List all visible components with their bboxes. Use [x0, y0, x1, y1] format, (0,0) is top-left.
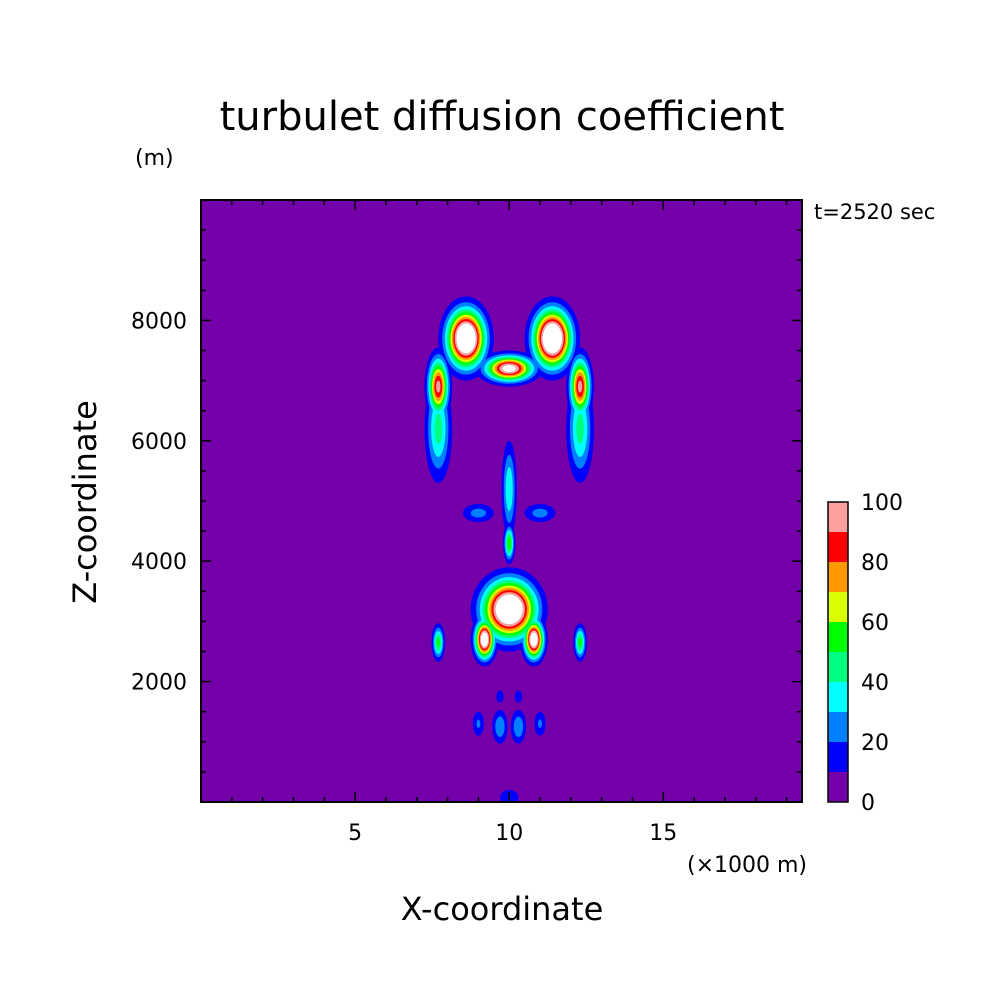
colorbar-swatch: [828, 532, 848, 562]
contour-band-90: [436, 380, 441, 393]
contour-band-20: [513, 716, 524, 737]
colorbar-tick-label: 0: [861, 791, 875, 816]
colorbar-swatch: [828, 622, 848, 652]
x-tick-label: 10: [495, 821, 523, 846]
contour-band-20: [495, 716, 505, 737]
colorbar-frame: [827, 501, 849, 803]
contour-band-90: [577, 380, 583, 393]
colorbar-swatch: [828, 712, 848, 742]
colorbar-swatch: [828, 682, 848, 712]
y-tick-label: 8000: [131, 309, 187, 334]
contour-band-10: [496, 690, 504, 703]
colorbar-swatch: [828, 562, 848, 592]
colorbar-tick-label: 20: [861, 731, 889, 756]
y-axis-label: Z-coordinate: [66, 400, 104, 604]
colorbar-swatch: [828, 502, 848, 532]
y-unit-label: (m): [135, 146, 174, 171]
colorbar-swatch: [828, 742, 848, 772]
x-tick-label: 15: [649, 821, 677, 846]
contour-band-40: [576, 413, 584, 444]
contour-band-20: [470, 508, 486, 518]
contour-band-50: [436, 637, 440, 648]
colorbar-swatch: [828, 592, 848, 622]
contour-band-20: [476, 719, 481, 728]
contour-field: [424, 296, 594, 802]
contour-band-20: [538, 719, 542, 728]
time-label: t=2520 sec: [814, 200, 935, 224]
x-tick-label: 5: [348, 821, 362, 846]
contour-band-50: [507, 536, 512, 550]
contour-band-100: [530, 632, 538, 647]
colorbar-tick-label: 80: [861, 551, 889, 576]
contour-band-100: [542, 323, 563, 354]
contour-band-100: [495, 594, 523, 625]
contour-band-10: [514, 690, 523, 703]
contour-band-100: [502, 364, 516, 373]
x-axis-label: X-coordinate: [401, 890, 604, 928]
y-tick-label: 2000: [131, 671, 187, 696]
chart-title: turbulet diffusion coefficient: [220, 94, 785, 140]
contour-band-100: [456, 323, 476, 354]
colorbar: 0 20 40 60 80 100: [827, 491, 903, 816]
contour-band-20: [532, 508, 548, 518]
y-tick-labels: 2000 4000 6000 8000: [131, 309, 187, 695]
colorbar-tick-label: 100: [861, 491, 903, 516]
colorbar-tick-label: 60: [861, 611, 889, 636]
axis-ticks: [201, 200, 802, 802]
x-tick-labels: 5 10 15: [348, 821, 677, 846]
contour-band-50: [578, 637, 582, 648]
y-tick-label: 4000: [131, 550, 187, 575]
y-tick-label: 6000: [131, 430, 187, 455]
x-unit-label: (×1000 m): [687, 853, 807, 878]
contour-band-40: [434, 413, 443, 444]
colorbar-swatch: [828, 772, 848, 802]
contour-band-100: [480, 632, 489, 647]
colorbar-tick-label: 40: [861, 671, 889, 696]
colorbar-swatch: [828, 652, 848, 682]
contour-band-30: [505, 467, 513, 511]
